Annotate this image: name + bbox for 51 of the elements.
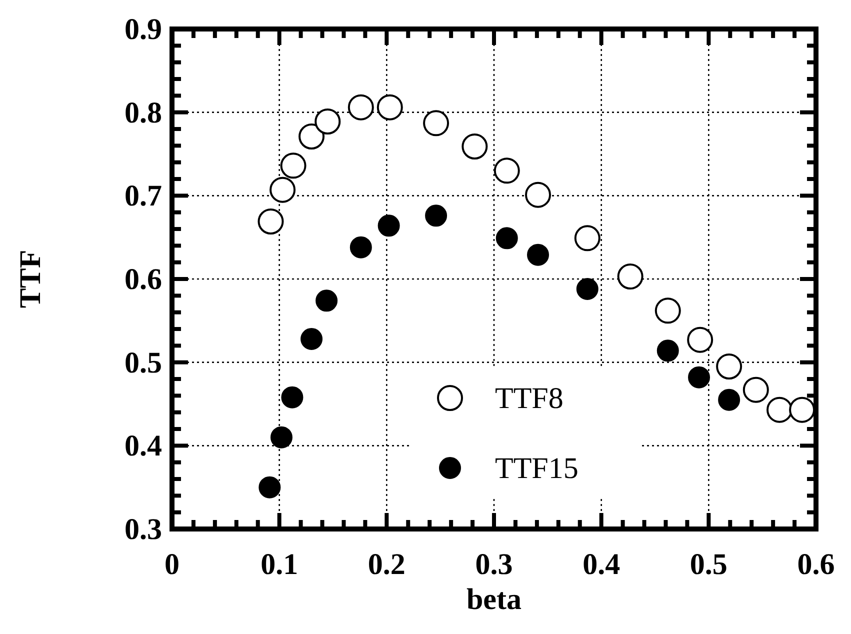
point	[687, 326, 714, 353]
y-tick-label: 0.9	[124, 13, 162, 46]
x-tick-label: 0.3	[475, 548, 513, 581]
point	[654, 298, 681, 324]
point	[656, 340, 679, 362]
point	[300, 328, 323, 350]
point	[258, 476, 281, 498]
legend-label: TTF15	[495, 452, 578, 485]
point	[348, 94, 374, 120]
x-tick-label: 0.1	[260, 548, 298, 581]
y-tick-label: 0.4	[124, 430, 162, 463]
point	[688, 366, 710, 388]
x-axis-title: beta	[466, 583, 522, 616]
point	[462, 134, 488, 160]
point	[270, 176, 296, 203]
y-tick-label: 0.8	[124, 96, 162, 130]
point	[789, 396, 816, 423]
point	[378, 214, 400, 237]
y-tick-label: 0.3	[124, 513, 162, 546]
point	[742, 376, 769, 403]
point	[617, 264, 644, 290]
point	[527, 244, 550, 266]
y-tick-label: 0.5	[124, 346, 162, 380]
point	[718, 388, 740, 411]
point	[258, 208, 284, 234]
point	[766, 396, 793, 423]
point	[496, 227, 518, 250]
point	[574, 225, 600, 252]
x-tick-label: 0.5	[690, 548, 728, 581]
point	[494, 158, 520, 184]
y-tick-label: 0.6	[124, 263, 162, 296]
point	[281, 386, 304, 408]
y-tick-label: 0.7	[124, 180, 162, 213]
point	[280, 152, 306, 179]
point	[298, 124, 325, 150]
x-tick-label: 0.6	[797, 548, 835, 581]
point	[425, 204, 448, 227]
x-tick-label: 0.4	[582, 548, 620, 581]
point	[316, 290, 338, 312]
legend-label: TTF8	[495, 382, 564, 415]
point	[576, 278, 598, 300]
point	[376, 94, 403, 120]
point	[350, 236, 372, 258]
point	[716, 354, 742, 380]
y-axis-title: TTF	[14, 250, 47, 308]
point	[423, 110, 450, 136]
point	[270, 426, 292, 448]
point	[525, 182, 552, 208]
point	[314, 108, 341, 134]
x-tick-label: 0	[164, 548, 180, 581]
x-tick-label: 0.2	[368, 548, 406, 581]
